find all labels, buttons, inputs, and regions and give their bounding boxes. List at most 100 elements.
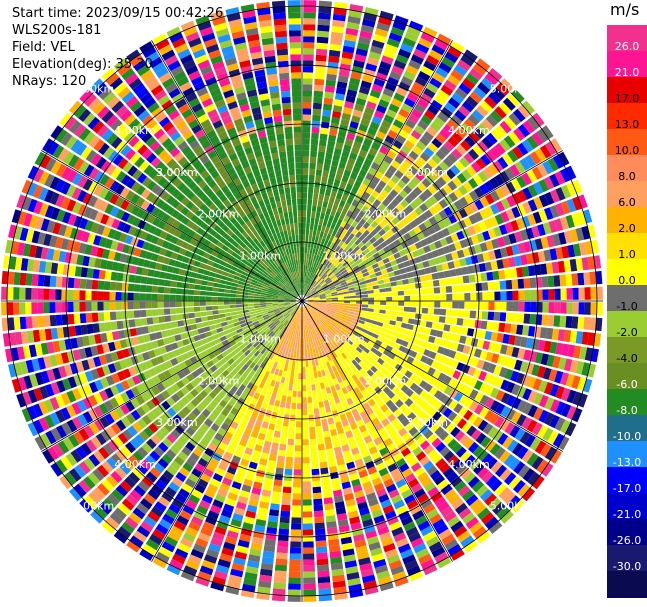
velocity-gate <box>472 368 482 379</box>
velocity-gate <box>364 200 373 209</box>
velocity-gate <box>225 333 233 339</box>
velocity-gate <box>313 261 317 268</box>
velocity-gate <box>566 198 577 213</box>
velocity-gate <box>221 350 229 358</box>
velocity-gate <box>266 295 273 298</box>
velocity-gate <box>415 515 428 526</box>
velocity-gate <box>529 314 537 325</box>
velocity-gate <box>330 209 337 217</box>
velocity-gate <box>300 306 302 313</box>
velocity-gate <box>93 235 102 246</box>
velocity-gate <box>302 126 311 133</box>
velocity-gate <box>132 450 144 462</box>
velocity-gate <box>221 244 229 252</box>
velocity-gate <box>419 424 430 435</box>
velocity-gate <box>148 225 157 235</box>
velocity-gate <box>420 355 429 364</box>
velocity-gate <box>431 249 440 258</box>
velocity-gate <box>246 422 254 430</box>
velocity-gate <box>185 526 199 537</box>
velocity-gate <box>302 252 305 259</box>
velocity-gate <box>453 351 462 361</box>
velocity-gate <box>548 288 555 300</box>
velocity-gate <box>247 295 255 299</box>
velocity-gate <box>127 292 134 301</box>
velocity-gate <box>399 403 408 413</box>
velocity-gate <box>313 274 317 281</box>
velocity-gate <box>325 335 331 342</box>
velocity-gate <box>274 564 287 572</box>
velocity-gate <box>72 241 81 253</box>
velocity-gate <box>439 286 447 294</box>
velocity-gate <box>496 354 506 366</box>
velocity-gate <box>293 317 297 324</box>
velocity-gate <box>366 536 380 545</box>
velocity-gate <box>542 222 552 235</box>
velocity-gate <box>371 509 383 519</box>
velocity-gate <box>274 473 283 481</box>
velocity-gate <box>177 320 185 327</box>
velocity-gate <box>437 372 447 382</box>
velocity-gate <box>319 303 326 306</box>
velocity-gate <box>374 369 383 378</box>
velocity-gate <box>227 273 235 279</box>
velocity-gate <box>52 144 65 159</box>
velocity-gate <box>253 350 261 357</box>
velocity-gate <box>405 329 413 336</box>
velocity-gate <box>393 59 407 70</box>
velocity-gate <box>384 43 398 54</box>
velocity-gate <box>156 199 166 209</box>
velocity-gate <box>187 336 196 344</box>
velocity-gate <box>269 353 275 360</box>
velocity-gate <box>283 365 288 372</box>
velocity-gate <box>495 187 506 199</box>
velocity-gate <box>457 219 467 230</box>
velocity-gate <box>368 195 376 204</box>
velocity-gate <box>361 205 369 214</box>
velocity-gate <box>383 155 394 165</box>
velocity-gate <box>241 433 250 442</box>
velocity-gate <box>75 229 85 241</box>
velocity-gate <box>317 395 323 402</box>
velocity-gate <box>390 347 399 355</box>
velocity-gate <box>547 430 559 445</box>
velocity-gate <box>494 343 502 354</box>
velocity-gate <box>333 148 342 156</box>
velocity-gate <box>335 363 341 371</box>
velocity-gate <box>317 288 323 292</box>
velocity-gate <box>61 422 73 436</box>
velocity-gate <box>226 347 234 354</box>
velocity-gate <box>234 430 243 439</box>
velocity-gate <box>156 393 166 403</box>
velocity-gate <box>318 582 331 590</box>
velocity-gate <box>379 288 386 293</box>
velocity-gate <box>374 224 383 233</box>
velocity-gate <box>315 60 327 68</box>
velocity-gate <box>302 168 309 175</box>
velocity-gate <box>335 87 347 95</box>
velocity-gate <box>362 213 370 222</box>
velocity-gate <box>391 65 404 76</box>
velocity-gate <box>573 243 582 257</box>
velocity-gate <box>560 288 567 300</box>
velocity-gate <box>223 329 231 335</box>
velocity-gate <box>380 241 388 249</box>
velocity-gate <box>241 258 249 265</box>
velocity-gate <box>539 263 548 275</box>
velocity-gate <box>284 302 291 304</box>
velocity-gate <box>325 405 332 413</box>
velocity-gate <box>327 177 335 185</box>
velocity-gate <box>90 245 99 257</box>
velocity-gate <box>326 254 332 261</box>
velocity-gate <box>309 426 316 434</box>
velocity-gate <box>141 188 151 199</box>
velocity-gate <box>266 351 272 359</box>
velocity-gate <box>375 350 383 358</box>
velocity-gate <box>302 132 311 139</box>
velocity-gate <box>260 452 269 460</box>
velocity-gate <box>451 251 459 260</box>
velocity-gate <box>214 418 223 427</box>
velocity-gate <box>410 462 422 473</box>
velocity-gate <box>359 265 367 271</box>
velocity-gate <box>483 218 493 229</box>
